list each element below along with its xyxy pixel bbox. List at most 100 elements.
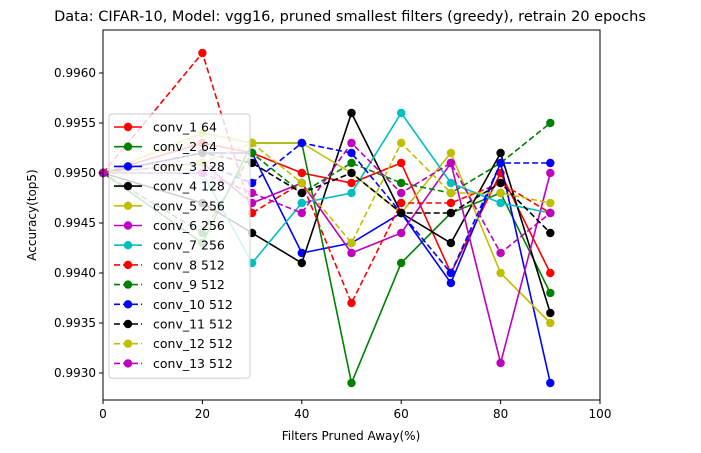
legend-item: conv_10 512 — [114, 297, 233, 312]
data-point — [496, 198, 505, 208]
data-point — [496, 268, 505, 278]
data-point — [397, 188, 406, 198]
legend-box — [108, 113, 251, 379]
x-tick-label: 40 — [294, 407, 309, 421]
data-point — [347, 378, 356, 388]
data-point — [347, 148, 356, 158]
data-point — [546, 208, 555, 218]
legend-swatch-marker — [123, 122, 133, 132]
data-point — [347, 248, 356, 258]
legend-item: conv_5 256 — [114, 198, 225, 213]
data-point — [347, 158, 356, 168]
legend-item: conv_4 128 — [114, 179, 225, 194]
data-point — [297, 198, 306, 208]
x-tick-label: 0 — [99, 407, 107, 421]
data-point — [397, 228, 406, 238]
data-point — [297, 178, 306, 188]
data-point — [397, 258, 406, 268]
legend-label: conv_4 128 — [153, 179, 225, 194]
legend-item: conv_1 64 — [114, 120, 217, 135]
legend-item: conv_7 256 — [114, 238, 225, 253]
legend-swatch-marker — [123, 260, 133, 270]
data-point — [446, 198, 456, 208]
legend-item: conv_6 256 — [114, 218, 225, 233]
legend-swatch-marker — [123, 359, 133, 368]
y-tick-label: 0.9950 — [54, 166, 96, 180]
legend-swatch-marker — [123, 162, 133, 171]
data-point — [446, 268, 456, 278]
x-axis: 0 20 40 60 80 100 — [99, 400, 611, 421]
data-point — [496, 148, 505, 158]
data-point — [446, 148, 456, 158]
axes-frame — [102, 29, 601, 401]
data-point — [347, 108, 356, 118]
data-point — [446, 238, 456, 248]
legend-swatch-marker — [123, 241, 133, 250]
legend-item: conv_13 512 — [114, 356, 233, 371]
legend-item: conv_9 512 — [114, 277, 225, 292]
chart-title: Data: CIFAR-10, Model: vgg16, pruned sma… — [54, 9, 646, 25]
y-tick-label: 0.9930 — [54, 366, 96, 380]
data-point — [397, 158, 406, 168]
data-point — [496, 358, 505, 368]
legend-label: conv_9 512 — [153, 277, 225, 292]
legend-item: conv_11 512 — [114, 317, 233, 332]
data-point — [546, 158, 555, 168]
legend-label: conv_8 512 — [153, 257, 225, 272]
data-point — [397, 138, 406, 148]
legend-swatch-marker — [123, 300, 133, 309]
data-point — [446, 188, 456, 198]
data-point — [347, 178, 356, 188]
legend-item: conv_3 128 — [114, 159, 225, 174]
data-point — [446, 158, 456, 168]
x-tick-label: 80 — [493, 407, 508, 421]
legend-swatch-marker — [123, 339, 133, 348]
data-point — [297, 188, 306, 198]
y-tick-label: 0.9960 — [54, 66, 96, 80]
data-point — [297, 258, 306, 268]
legend-item: conv_2 64 — [114, 139, 217, 154]
data-point — [397, 108, 406, 118]
data-point — [446, 178, 456, 188]
legend-label: conv_13 512 — [153, 356, 233, 371]
legend-label: conv_5 256 — [153, 198, 225, 213]
data-point — [198, 48, 207, 58]
data-point — [496, 158, 505, 168]
legend-swatch-marker — [123, 201, 133, 210]
legend-swatch-marker — [123, 319, 133, 329]
legend-label: conv_6 256 — [153, 218, 225, 233]
data-point — [347, 188, 356, 198]
data-point — [546, 308, 555, 318]
y-tick-label: 0.9940 — [54, 266, 96, 280]
data-point — [546, 268, 555, 278]
legend-label: conv_11 512 — [153, 317, 233, 332]
legend-item: conv_12 512 — [114, 336, 233, 351]
legend-label: conv_1 64 — [153, 120, 217, 135]
data-point — [496, 188, 505, 198]
legend-item: conv_8 512 — [114, 257, 225, 272]
data-point — [397, 178, 406, 188]
legend-label: conv_3 128 — [153, 159, 225, 174]
x-tick-label: 60 — [394, 407, 409, 421]
legend-swatch-marker — [123, 221, 133, 230]
legend-swatch-marker — [123, 280, 133, 289]
y-tick-label: 0.9945 — [54, 216, 96, 230]
y-axis-label: Accuracy(top5) — [25, 169, 39, 260]
data-point — [546, 318, 555, 328]
legend-label: conv_10 512 — [153, 297, 233, 312]
data-point — [496, 248, 505, 258]
data-point — [297, 168, 306, 178]
data-point — [546, 118, 555, 128]
data-point — [546, 378, 555, 388]
y-axis: 0.9930 0.9935 0.9940 0.9945 0.9950 0.9955 0.99… — [54, 66, 103, 380]
data-point — [347, 298, 356, 308]
data-point — [397, 208, 406, 218]
legend-label: conv_2 64 — [153, 139, 217, 154]
x-tick-label: 20 — [195, 407, 210, 421]
data-point — [496, 178, 505, 188]
data-point — [546, 288, 555, 298]
legend-label: conv_12 512 — [153, 336, 233, 351]
data-point — [546, 198, 555, 208]
legend: conv_1 64 conv_2 64 conv_3 128 conv_4 128 co… — [108, 113, 251, 379]
data-point — [446, 278, 456, 288]
